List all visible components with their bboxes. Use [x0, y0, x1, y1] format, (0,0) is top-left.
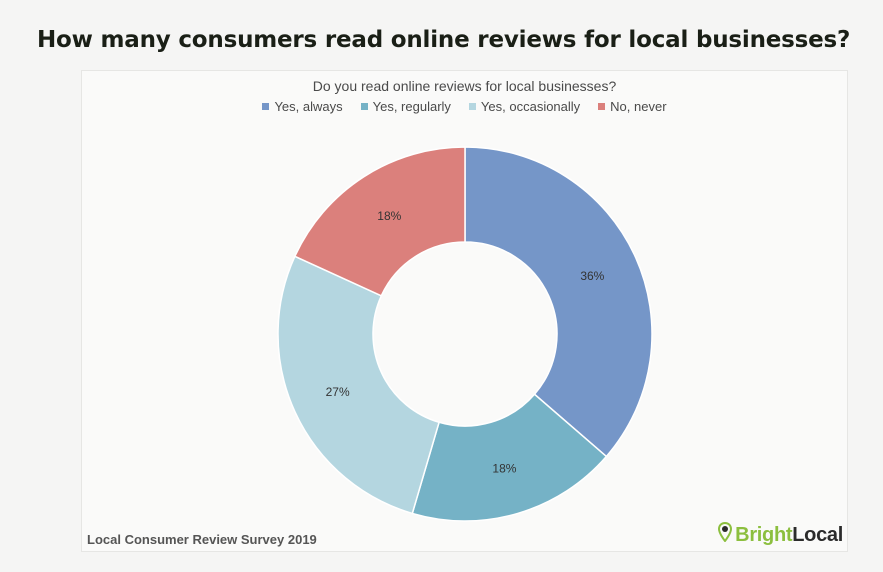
slice-data-label: 18%: [492, 461, 516, 475]
legend-label: Yes, always: [274, 99, 343, 114]
legend-label: Yes, regularly: [372, 99, 451, 114]
slice-data-label: 27%: [326, 385, 350, 399]
page-title: How many consumers read online reviews f…: [37, 27, 851, 53]
donut-slice-no-never: [293, 146, 466, 297]
slice-data-label: 36%: [580, 269, 604, 283]
brand-text-bright: Bright: [735, 523, 793, 546]
legend-item-yes-always: Yes, always: [262, 99, 343, 114]
donut-slice-yes-regularly: [411, 393, 608, 522]
map-pin-icon: [718, 521, 733, 548]
legend-swatch: [262, 103, 270, 110]
legend-item-yes-regularly: Yes, regularly: [360, 99, 451, 114]
donut-slice-yes-occasionally: [277, 255, 441, 515]
legend-item-no-never: No, never: [598, 99, 667, 114]
slice-data-label: 18%: [377, 209, 401, 223]
chart-card: Do you read online reviews for local bus…: [81, 70, 848, 552]
legend-swatch: [598, 103, 606, 110]
chart-legend: Yes, always Yes, regularly Yes, occasion…: [82, 99, 847, 114]
legend-swatch: [360, 103, 368, 110]
legend-label: Yes, occasionally: [480, 99, 581, 114]
donut-chart: 36% 18% 27% 18%: [277, 146, 653, 522]
legend-label: No, never: [610, 99, 667, 114]
chart-title: Do you read online reviews for local bus…: [312, 78, 617, 94]
brand-text-local: Local: [792, 523, 843, 546]
source-caption: Local Consumer Review Survey 2019: [87, 532, 317, 547]
legend-swatch: [468, 103, 476, 110]
brand-logo: Bright Local: [718, 521, 843, 548]
donut-slice-yes-always: [464, 146, 653, 458]
legend-item-yes-occasionally: Yes, occasionally: [468, 99, 581, 114]
